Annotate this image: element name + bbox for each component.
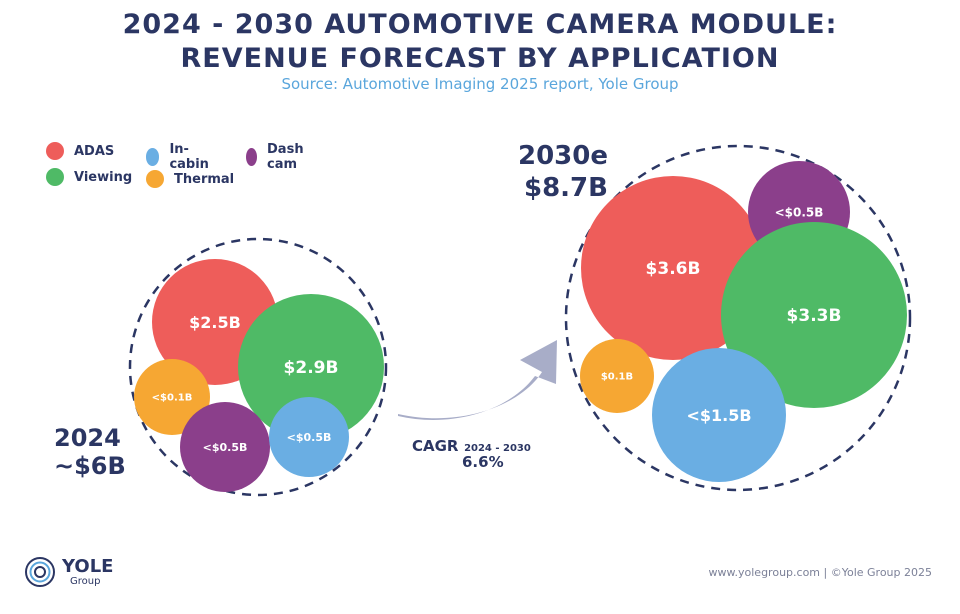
bubble-label-2030e-adas: $3.6B bbox=[646, 259, 701, 279]
year-2030: 2030e bbox=[518, 141, 608, 171]
cagr-block: CAGR 2024 - 2030 6.6% bbox=[412, 436, 531, 471]
title-line-1: 2024 - 2030 AUTOMOTIVE CAMERA MODULE: bbox=[122, 9, 838, 40]
bubble-2024-in-cabin bbox=[269, 397, 349, 477]
bubble-2030e-thermal bbox=[580, 339, 654, 413]
bubble-2024-thermal bbox=[134, 359, 210, 435]
chart-subtitle: Source: Automotive Imaging 2025 report, … bbox=[281, 75, 679, 93]
bubble-label-2030e-viewing: $3.3B bbox=[787, 306, 842, 326]
bubble-2030e-adas bbox=[581, 176, 765, 360]
bubble-label-2024-adas: $2.5B bbox=[189, 313, 241, 332]
year-label-2030: 2030e $8.7B bbox=[518, 140, 608, 204]
legend-item-thermal: Thermal bbox=[146, 170, 234, 188]
logo-name: YOLE bbox=[62, 556, 114, 577]
bubble-label-2024-thermal: <$0.1B bbox=[152, 393, 193, 404]
legend-item-viewing: Viewing bbox=[46, 168, 132, 186]
year-label-2024: 2024 ~$6B bbox=[54, 424, 126, 480]
year-2024: 2024 bbox=[54, 424, 121, 452]
bubble-2030e-viewing bbox=[721, 222, 907, 408]
bubble-2030e-in-cabin bbox=[652, 348, 786, 482]
cagr-label: CAGR bbox=[412, 437, 459, 455]
legend-label-in-cabin: In-cabin bbox=[169, 142, 209, 172]
legend-dot-dash-cam bbox=[246, 148, 258, 166]
bubble-label-2030e-dash-cam: <$0.5B bbox=[775, 205, 824, 219]
cagr-value: 6.6% bbox=[462, 453, 504, 471]
bubble-label-2024-viewing: $2.9B bbox=[284, 358, 339, 378]
legend-dot-in-cabin bbox=[146, 148, 160, 166]
legend-item-adas: ADAS bbox=[46, 142, 114, 160]
legend-label-thermal: Thermal bbox=[174, 171, 235, 187]
legend-item-in-cabin: In-cabin bbox=[146, 142, 213, 172]
legend-label-viewing: Viewing bbox=[74, 169, 133, 185]
title-line-2: REVENUE FORECAST BY APPLICATION bbox=[180, 43, 780, 74]
legend-label-dash-cam: Dash cam bbox=[267, 142, 304, 172]
total-2024: ~$6B bbox=[54, 452, 126, 480]
growth-arrow bbox=[398, 340, 557, 420]
bubble-label-2024-dash-cam: <$0.5B bbox=[203, 441, 248, 454]
bubble-label-2024-in-cabin: <$0.5B bbox=[287, 431, 332, 444]
group-outline-2024 bbox=[128, 237, 388, 497]
total-2030: $8.7B bbox=[524, 173, 608, 203]
legend-item-dash-cam: Dash cam bbox=[246, 142, 311, 172]
bubble-label-2030e-in-cabin: <$1.5B bbox=[686, 406, 751, 425]
legend-dot-viewing bbox=[46, 168, 64, 186]
legend-dot-thermal bbox=[146, 170, 164, 188]
group-outline-2030 bbox=[564, 144, 912, 492]
yole-logo-icon bbox=[25, 557, 55, 587]
footer-credit: www.yolegroup.com | ©Yole Group 2025 bbox=[708, 566, 932, 579]
cagr-period: 2024 - 2030 bbox=[464, 443, 531, 454]
bubble-layer: $2.5B $2.9B <$0.1B <$0.5B <$0.5B $3.6B <$0.5B $… bbox=[134, 161, 907, 492]
logo-sub: Group bbox=[70, 576, 101, 587]
legend-label-adas: ADAS bbox=[74, 143, 115, 159]
yole-logo: YOLE Group bbox=[24, 556, 113, 588]
bubble-label-2030e-thermal: $0.1B bbox=[601, 372, 633, 383]
legend-dot-adas bbox=[46, 142, 64, 160]
bubble-2024-viewing bbox=[238, 294, 384, 440]
chart-title: 2024 - 2030 AUTOMOTIVE CAMERA MODULE: RE… bbox=[0, 8, 960, 76]
bubble-2024-dash-cam bbox=[180, 402, 270, 492]
